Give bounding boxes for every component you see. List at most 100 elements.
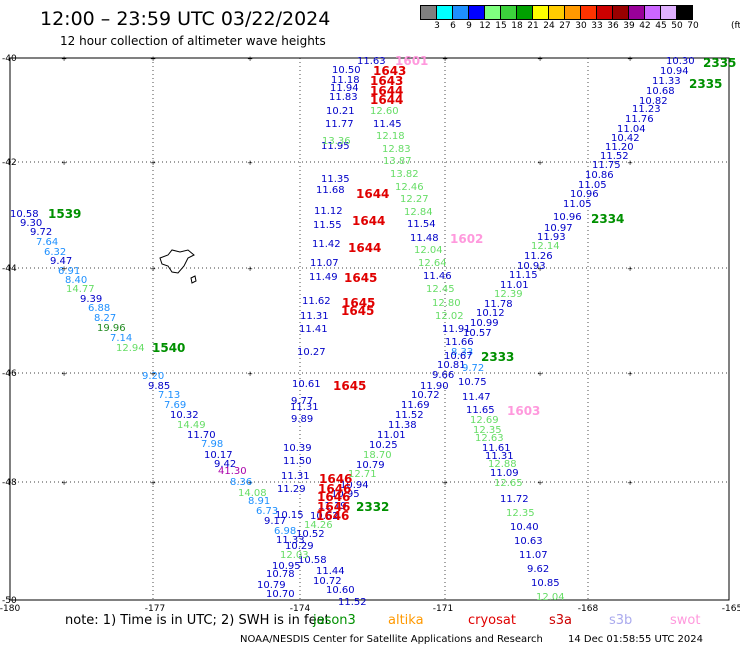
grid-cross-mark: + (537, 370, 543, 378)
colorbar-label: 30 (575, 21, 587, 31)
wave-height-value: 11.50 (283, 456, 312, 467)
wave-height-value: 12.69 (470, 415, 499, 426)
pass-time-label: 1540 (152, 341, 185, 355)
wave-height-value: 13.87 (383, 156, 412, 167)
wave-height-value: 11.63 (357, 56, 386, 67)
pass-time-label: 1644 (352, 214, 385, 228)
wave-height-value: 10.94 (660, 66, 689, 77)
wave-height-value: 11.01 (500, 280, 529, 291)
wave-height-value: 11.20 (605, 142, 634, 153)
credit-timestamp: 14 Dec 01:58:55 UTC 2024 (568, 634, 703, 645)
page-title: 12:00 – 23:59 UTC 03/22/2024 (40, 8, 331, 30)
pass-time-label: 1645 (341, 304, 374, 318)
colorbar-label: 18 (511, 21, 523, 31)
wave-height-value: 8.27 (94, 313, 116, 324)
pass-time-label: 1601 (395, 54, 428, 68)
credit-line: NOAA/NESDIS Center for Satellite Applica… (240, 634, 543, 645)
wave-height-value: 12.63 (475, 433, 504, 444)
wave-height-value: 12.88 (488, 459, 517, 470)
grid-cross-mark: + (150, 265, 156, 273)
wave-height-value: 11.29 (277, 484, 306, 495)
wave-height-value: 10.70 (266, 589, 295, 600)
wave-height-value: 12.35 (506, 508, 535, 519)
wave-height-value: 11.90 (420, 381, 449, 392)
wave-height-value: 11.70 (187, 430, 216, 441)
colorbar-label: 70 (687, 21, 699, 31)
wave-height-value: 11.52 (338, 597, 367, 608)
wave-height-value: 10.78 (266, 569, 295, 580)
grid-cross-mark: + (247, 265, 253, 273)
grid-cross-mark: + (150, 159, 156, 167)
wave-height-value: 10.63 (514, 536, 543, 547)
wave-height-value: 11.55 (313, 220, 342, 231)
wave-height-value: 10.96 (570, 189, 599, 200)
wave-height-value: 10.99 (470, 318, 499, 329)
wave-height-value: 11.94 (330, 83, 359, 94)
wave-height-value: 9.30 (20, 218, 42, 229)
wave-height-value: 10.82 (639, 96, 668, 107)
wave-height-value: 11.48 (410, 233, 439, 244)
pass-time-label: 1646 (319, 472, 352, 486)
wave-height-value: 10.50 (332, 65, 361, 76)
wave-height-value: 10.81 (437, 360, 466, 371)
wave-height-value: 11.52 (395, 410, 424, 421)
wave-height-value: 9.89 (291, 414, 313, 425)
lat-tick-label: -48 (2, 478, 17, 488)
wave-height-value: 12.64 (418, 258, 447, 269)
wave-height-value: 11.23 (632, 104, 661, 115)
wave-height-value: 10.21 (326, 106, 355, 117)
wave-height-value: 9.85 (148, 381, 170, 392)
wave-height-value: 10.29 (285, 541, 314, 552)
legend-s3a: s3a (549, 613, 573, 628)
wave-height-value: 9.39 (80, 294, 102, 305)
wave-height-value: 11.09 (490, 468, 519, 479)
colorbar-label: 39 (623, 21, 635, 31)
wave-height-value: 10.27 (297, 347, 326, 358)
lon-labels: -180 -177 -174 -171 -168 -165 (0, 604, 740, 614)
wave-height-value: 9.72 (462, 363, 484, 374)
colorbar-label: 36 (607, 21, 619, 31)
pass-time-label: 1644 (356, 187, 389, 201)
lat-tick-label: -44 (2, 264, 17, 274)
pass-time-label: 1644 (370, 93, 403, 107)
wave-height-value: 11.41 (299, 324, 328, 335)
wave-height-value: 10.68 (646, 86, 675, 97)
colorbar-label: 21 (527, 21, 539, 31)
pass-time-label: 1646 (317, 500, 350, 514)
grid-cross-mark: + (627, 370, 633, 378)
wave-height-value: 11.31 (300, 311, 329, 322)
wave-height-value: 12.45 (426, 284, 455, 295)
pass-time-label: 2332 (356, 500, 389, 514)
wave-height-value: 10.72 (313, 576, 342, 587)
pass-time-label: 1646 (316, 509, 349, 523)
wave-height-value: 10.95 (331, 489, 360, 500)
pass-time-label: 1645 (333, 379, 366, 393)
wave-height-value: 10.58 (10, 209, 39, 220)
wave-height-value: 10.67 (444, 351, 473, 362)
lon-tick-label: -168 (578, 604, 599, 614)
wave-height-value: 12.60 (370, 106, 399, 117)
wave-height-value: 11.78 (484, 299, 513, 310)
wave-height-value: 11.45 (373, 119, 402, 130)
grid-cross-mark: + (247, 159, 253, 167)
colorbar-label: 42 (639, 21, 651, 31)
grid-cross-mark: + (627, 159, 633, 167)
wave-height-value: 19.96 (97, 323, 126, 334)
colorbar-label: 45 (655, 21, 667, 31)
wave-height-value: 9.42 (214, 459, 236, 470)
pass-time-label: 1644 (370, 84, 403, 98)
wave-height-value: 11.95 (321, 141, 350, 152)
wave-height-value: 10.12 (476, 308, 505, 319)
pass-time-label: 2333 (481, 350, 514, 364)
wave-height-value: 12.80 (432, 298, 461, 309)
grid-cross-mark: + (247, 479, 253, 487)
wave-height-value: 7.69 (164, 400, 186, 411)
wave-height-value: 10.95 (272, 561, 301, 572)
colorbar-label: 24 (543, 21, 555, 31)
wave-height-value: 10.97 (544, 223, 573, 234)
legend-swot: swot (670, 613, 701, 628)
wave-height-value: 12.18 (376, 131, 405, 142)
wave-height-value: 12.71 (348, 469, 377, 480)
grid-cross-mark: + (150, 479, 156, 487)
